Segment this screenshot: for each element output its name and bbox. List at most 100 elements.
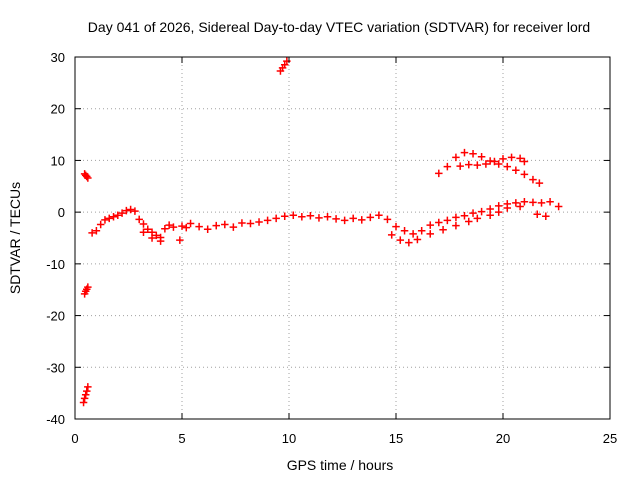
x-tick-label: 15 <box>389 431 403 446</box>
y-tick-label: -40 <box>46 412 65 427</box>
y-tick-label: 20 <box>51 102 65 117</box>
data-point <box>195 222 203 231</box>
data-point <box>520 170 529 179</box>
data-point <box>148 234 156 242</box>
data-point <box>212 221 220 230</box>
data-point <box>84 283 92 291</box>
data-point <box>443 162 452 171</box>
data-point <box>465 217 473 226</box>
data-point <box>546 198 554 206</box>
data-point <box>182 223 191 232</box>
data-point <box>435 169 443 178</box>
data-point <box>477 207 486 216</box>
plot-frame <box>74 56 611 420</box>
series-main-band <box>88 198 563 242</box>
x-tick-label: 25 <box>603 431 617 446</box>
data-point <box>272 214 280 223</box>
data-point <box>400 227 409 235</box>
data-point <box>435 218 443 227</box>
data-point <box>114 211 122 219</box>
data-point <box>512 166 520 175</box>
data-point <box>135 215 143 224</box>
data-point <box>118 209 126 217</box>
data-point <box>554 202 563 211</box>
data-point <box>452 221 460 230</box>
data-point <box>332 215 340 223</box>
data-point <box>221 220 229 229</box>
data-point <box>263 216 272 225</box>
x-axis-label: GPS time / hours <box>287 457 394 473</box>
data-point <box>323 213 332 221</box>
data-point <box>340 216 349 225</box>
data-point <box>176 236 184 244</box>
data-point <box>507 153 516 162</box>
data-point <box>178 222 186 230</box>
data-point <box>469 209 477 217</box>
data-point <box>456 162 464 170</box>
data-point <box>366 213 375 222</box>
y-tick-label: -30 <box>46 360 65 375</box>
data-point <box>169 223 178 231</box>
data-point <box>477 153 486 161</box>
data-points <box>79 57 563 407</box>
data-point <box>255 218 263 226</box>
data-point <box>460 148 469 157</box>
data-point <box>156 237 165 245</box>
data-point <box>280 212 289 221</box>
data-point <box>105 214 113 223</box>
data-point <box>298 213 306 221</box>
data-point <box>229 223 238 231</box>
data-point <box>358 216 366 224</box>
data-point <box>131 207 139 215</box>
data-point <box>494 208 503 216</box>
data-point <box>494 202 503 210</box>
grid-lines <box>75 57 610 419</box>
data-point <box>499 155 507 163</box>
data-point <box>152 231 161 240</box>
series-lower-band <box>139 202 550 247</box>
data-point <box>101 216 109 224</box>
data-point <box>246 219 255 228</box>
data-point <box>96 220 105 229</box>
data-point <box>520 157 529 166</box>
data-point <box>306 212 315 220</box>
data-point <box>203 225 212 233</box>
data-point <box>426 230 434 238</box>
data-point <box>516 154 524 163</box>
data-point <box>383 215 392 224</box>
data-point <box>349 214 357 223</box>
data-point <box>516 202 524 211</box>
data-point <box>535 179 544 187</box>
y-tick-label: 10 <box>51 153 65 168</box>
data-point <box>443 216 452 225</box>
data-point <box>413 235 422 244</box>
data-point <box>529 198 537 207</box>
data-point <box>186 219 195 228</box>
data-point <box>503 162 512 171</box>
data-point <box>482 160 490 168</box>
data-point <box>144 225 152 233</box>
data-point <box>396 236 405 244</box>
data-point <box>79 398 88 407</box>
axis-ticks: 0 5 10 15 20 25 -40 -30 -20 -10 0 10 20 30 <box>46 50 617 446</box>
data-point <box>165 221 173 229</box>
data-point <box>84 174 92 182</box>
data-point <box>503 204 512 212</box>
data-point <box>486 211 494 219</box>
data-point <box>426 221 434 229</box>
data-point <box>84 383 92 391</box>
data-point <box>139 220 148 228</box>
data-point <box>533 210 541 218</box>
data-point <box>452 153 460 162</box>
y-tick-label: -10 <box>46 257 65 272</box>
data-point <box>490 157 499 166</box>
data-point <box>473 214 482 223</box>
data-point <box>387 231 396 239</box>
data-point <box>83 387 91 395</box>
y-tick-label: -20 <box>46 309 65 324</box>
data-point <box>520 198 529 206</box>
x-tick-label: 10 <box>282 431 296 446</box>
y-axis-label: SDTVAR / TECUs <box>7 182 23 294</box>
data-point <box>238 219 246 227</box>
